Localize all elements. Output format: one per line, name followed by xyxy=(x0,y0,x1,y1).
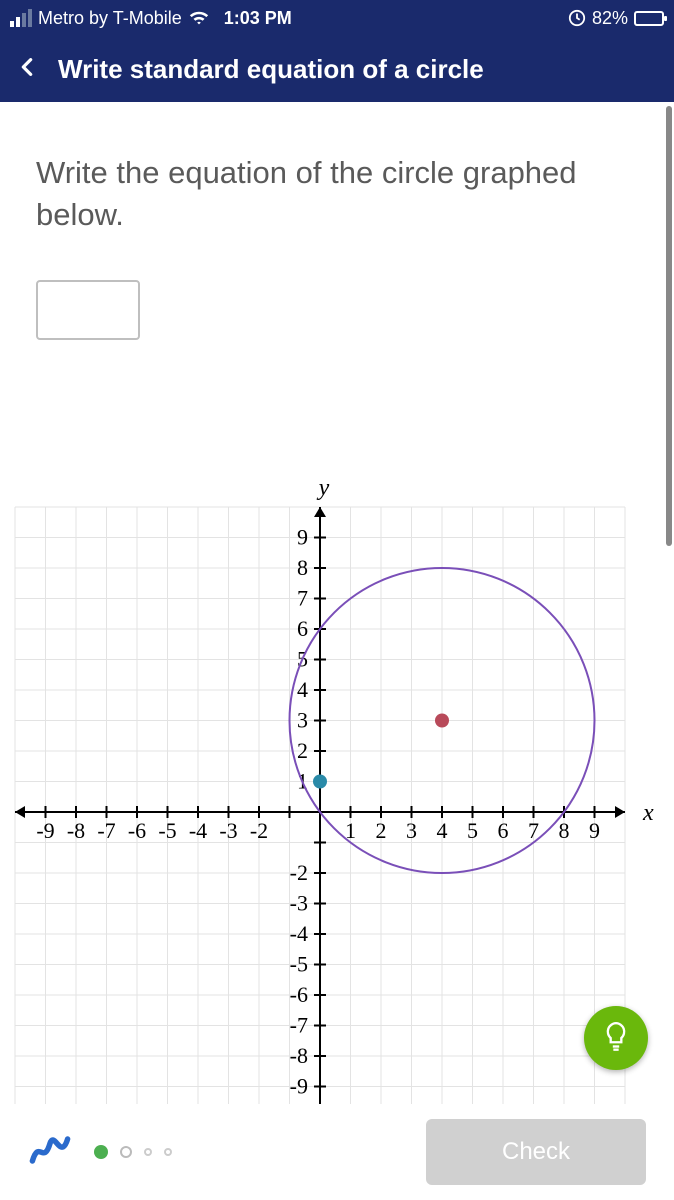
progress-dot-1 xyxy=(94,1145,108,1159)
svg-text:8: 8 xyxy=(297,555,308,580)
check-button[interactable]: Check xyxy=(426,1119,646,1185)
status-bar: Metro by T-Mobile 1:03 PM 82% xyxy=(0,0,674,36)
answer-input[interactable] xyxy=(36,280,140,340)
wifi-icon xyxy=(188,9,210,27)
bottom-bar: Check xyxy=(0,1104,674,1200)
question-prompt: Write the equation of the circle graphed… xyxy=(0,102,674,256)
svg-text:3: 3 xyxy=(406,818,417,843)
svg-text:-8: -8 xyxy=(67,818,85,843)
svg-text:-7: -7 xyxy=(290,1013,308,1038)
svg-text:-5: -5 xyxy=(290,952,308,977)
svg-text:4: 4 xyxy=(437,818,448,843)
svg-text:x: x xyxy=(642,800,654,826)
svg-text:3: 3 xyxy=(297,708,308,733)
svg-text:-2: -2 xyxy=(290,860,308,885)
svg-text:-4: -4 xyxy=(189,818,207,843)
svg-text:-6: -6 xyxy=(128,818,146,843)
signal-icon xyxy=(10,9,32,27)
lightbulb-icon xyxy=(599,1021,633,1055)
svg-text:2: 2 xyxy=(297,738,308,763)
svg-text:-6: -6 xyxy=(290,982,308,1007)
svg-text:-7: -7 xyxy=(97,818,115,843)
clock: 1:03 PM xyxy=(210,8,568,29)
svg-text:7: 7 xyxy=(297,586,308,611)
svg-text:-2: -2 xyxy=(250,818,268,843)
svg-text:9: 9 xyxy=(589,818,600,843)
status-right: 82% xyxy=(568,8,664,29)
svg-text:6: 6 xyxy=(498,818,509,843)
svg-text:-4: -4 xyxy=(290,921,308,946)
svg-text:-5: -5 xyxy=(158,818,176,843)
progress-dot-3 xyxy=(144,1148,152,1156)
nav-bar: Write standard equation of a circle xyxy=(0,36,674,102)
svg-text:y: y xyxy=(317,482,330,501)
progress-dot-4 xyxy=(164,1148,172,1156)
svg-text:8: 8 xyxy=(559,818,570,843)
battery-pct: 82% xyxy=(592,8,628,29)
progress-dot-2 xyxy=(120,1146,132,1158)
scribble-icon xyxy=(28,1128,72,1172)
back-button[interactable] xyxy=(16,52,38,87)
svg-text:-9: -9 xyxy=(290,1074,308,1099)
page-title: Write standard equation of a circle xyxy=(58,54,484,85)
svg-text:6: 6 xyxy=(297,616,308,641)
rotation-lock-icon xyxy=(568,9,586,27)
svg-text:-9: -9 xyxy=(36,818,54,843)
content-area: Write the equation of the circle graphed… xyxy=(0,102,674,1200)
status-left: Metro by T-Mobile xyxy=(10,8,210,29)
carrier-label: Metro by T-Mobile xyxy=(38,8,182,29)
hint-button[interactable] xyxy=(584,1006,648,1070)
scrollbar[interactable] xyxy=(666,106,672,546)
svg-text:-3: -3 xyxy=(219,818,237,843)
svg-text:5: 5 xyxy=(467,818,478,843)
battery-icon xyxy=(634,11,664,26)
svg-text:-3: -3 xyxy=(290,891,308,916)
svg-text:9: 9 xyxy=(297,525,308,550)
check-button-label: Check xyxy=(502,1138,570,1166)
progress-dots xyxy=(94,1145,172,1159)
coordinate-chart[interactable]: -9-8-7-6-5-4-3-2123456789987654321-2-3-4… xyxy=(0,482,674,1122)
svg-text:4: 4 xyxy=(297,677,308,702)
svg-text:2: 2 xyxy=(376,818,387,843)
svg-text:-8: -8 xyxy=(290,1043,308,1068)
scratchpad-button[interactable] xyxy=(28,1128,72,1177)
